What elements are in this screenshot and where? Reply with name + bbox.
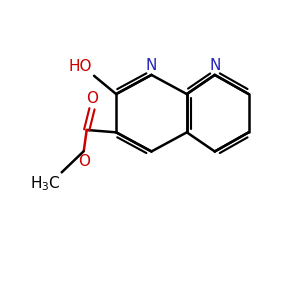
Text: N: N (146, 58, 157, 73)
Text: O: O (78, 154, 90, 169)
Text: O: O (86, 91, 98, 106)
Text: H$_3$C: H$_3$C (29, 175, 60, 194)
Text: N: N (209, 58, 220, 73)
Text: HO: HO (68, 59, 92, 74)
